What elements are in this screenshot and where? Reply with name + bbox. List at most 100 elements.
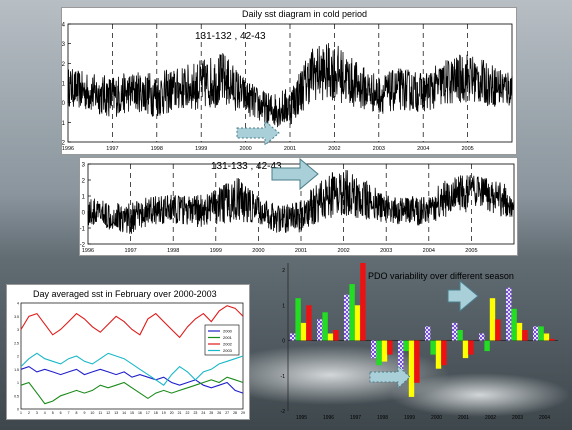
x-tick-label: 2002 [337, 248, 349, 254]
x-tick-label: 1999 [210, 248, 222, 254]
x-tick-label: 15 [130, 411, 134, 415]
y-tick-label: 2 [82, 179, 86, 185]
x-tick-label: 18 [154, 411, 158, 415]
x-tick-label: 2004 [423, 248, 435, 254]
legend-label: 2003 [223, 348, 233, 353]
bar [381, 340, 388, 362]
x-tick-label: 16 [138, 411, 142, 415]
y-tick-label: 2 [17, 355, 19, 359]
bar [441, 340, 447, 366]
x-tick-label: 28 [233, 411, 237, 415]
region-annotation: 131-133 , 42-43 [211, 161, 282, 172]
bar [349, 284, 355, 341]
x-tick-label: 2003 [380, 248, 392, 254]
x-tick-label: 2003 [373, 146, 385, 152]
y-tick-label: 2.5 [14, 341, 19, 345]
series-line [87, 169, 515, 234]
bar [462, 340, 469, 359]
y-tick-label: -1 [281, 374, 286, 380]
x-tick-label: 23 [193, 411, 197, 415]
bar [295, 298, 301, 341]
y-tick-label: 3.5 [14, 315, 19, 319]
bar [430, 340, 436, 355]
bar [408, 340, 415, 397]
y-tick-label: 1 [282, 303, 285, 309]
bar [333, 330, 339, 341]
y-tick-label: -2 [62, 141, 66, 147]
bar [300, 322, 307, 341]
x-tick-label: 1997 [106, 146, 118, 152]
x-tick-label: 1998 [151, 146, 163, 152]
bar [322, 312, 328, 341]
x-tick-label: 2002 [485, 415, 496, 421]
region-annotation: 131-132 , 42-43 [195, 31, 266, 42]
bar [489, 298, 496, 341]
bar [414, 340, 420, 383]
bar [538, 326, 544, 341]
x-tick-label: 24 [201, 411, 205, 415]
x-tick-label: 1998 [377, 415, 388, 421]
bar [376, 340, 382, 366]
x-tick-label: 1995 [296, 415, 307, 421]
y-tick-label: 2 [282, 268, 285, 274]
bar [549, 338, 555, 341]
y-tick-label: -1 [62, 121, 66, 127]
y-tick-label: 0 [282, 339, 285, 345]
y-tick-label: -2 [80, 243, 86, 249]
bar [495, 319, 501, 341]
y-tick-label: 1.5 [14, 368, 19, 372]
x-tick-label: 4 [44, 411, 46, 415]
bar [344, 294, 350, 341]
bar [516, 322, 523, 341]
bar [435, 340, 442, 369]
legend-label: 2000 [223, 329, 233, 334]
bar [533, 326, 539, 341]
x-tick-label: 2000 [431, 415, 442, 421]
x-tick-label: 19 [162, 411, 166, 415]
x-tick-label: 22 [186, 411, 190, 415]
x-tick-label: 8 [76, 411, 78, 415]
x-tick-label: 1 [20, 411, 22, 415]
y-tick-label: 1 [17, 381, 19, 385]
bar [371, 340, 377, 359]
x-tick-label: 1997 [350, 415, 361, 421]
series-line-2001 [20, 376, 244, 405]
bar [360, 263, 366, 341]
x-tick-label: 10 [90, 411, 94, 415]
y-tick-label: 1 [82, 195, 86, 201]
x-tick-label: 2001 [284, 146, 296, 152]
x-tick-label: 20 [170, 411, 174, 415]
bar [317, 319, 323, 341]
x-tick-label: 1998 [167, 248, 179, 254]
series-line-2003 [20, 352, 244, 386]
y-tick-label: 0 [17, 408, 19, 412]
x-tick-label: 2005 [465, 248, 477, 254]
legend-label: 2001 [223, 335, 233, 340]
x-tick-label: 1996 [62, 146, 74, 152]
x-tick-label: 26 [217, 411, 221, 415]
legend-label: 2002 [223, 342, 233, 347]
feb-avg-chart: 43.532.521.510.501 2 3 4 5 6 7 8 9 10 11 12 13 14 15 16… [14, 302, 245, 416]
x-tick-label: 1999 [404, 415, 415, 421]
plot-frame [20, 302, 244, 410]
bar [290, 333, 296, 341]
x-tick-label: 12 [106, 411, 110, 415]
x-tick-label: 7 [68, 411, 70, 415]
x-tick-label: 13 [114, 411, 118, 415]
y-tick-label: 2 [62, 62, 66, 68]
legend-box [204, 324, 240, 356]
x-tick-label: 2001 [295, 248, 307, 254]
y-tick-label: 1 [62, 82, 66, 88]
x-tick-label: 5 [52, 411, 54, 415]
sst-lower-panel: 3 2 1 0 -1 -2 1996 1997 1998 1999 2000 2001 2002 2003… [79, 157, 518, 256]
bar [398, 340, 404, 373]
x-tick-label: 6 [60, 411, 62, 415]
y-tick-label: 0 [62, 101, 66, 107]
chart-title: Day averaged sst in February over 2000-2… [33, 289, 217, 299]
bar [457, 330, 463, 341]
bar [327, 333, 334, 341]
x-tick-label: 14 [122, 411, 126, 415]
